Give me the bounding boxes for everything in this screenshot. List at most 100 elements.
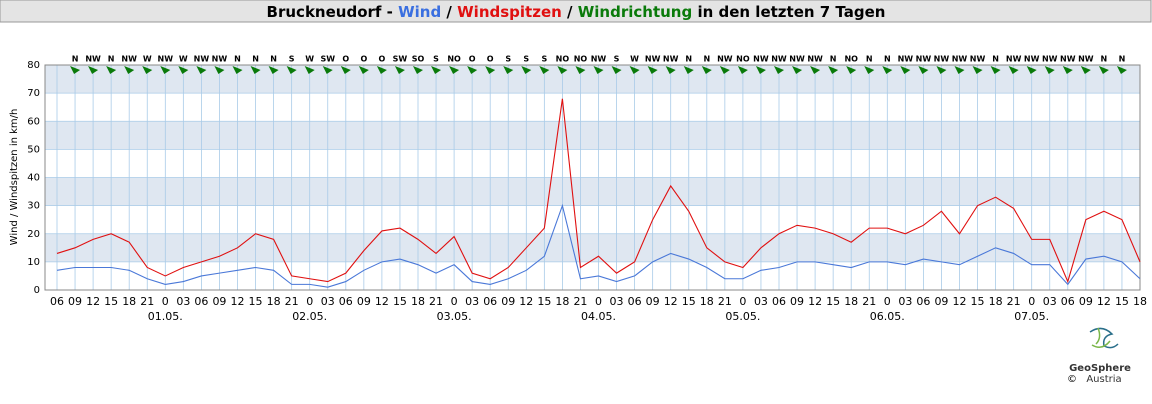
direction-label: NW [970,55,986,64]
copyright: © [1067,374,1077,385]
direction-label: NW [1078,55,1094,64]
x-tick-label: 0 [162,295,169,308]
direction-label: NW [1060,55,1076,64]
date-label: 07.05. [1014,310,1049,323]
title-part: Bruckneudorf - [267,3,399,21]
x-tick-label: 0 [595,295,602,308]
direction-label: NW [771,55,787,64]
direction-label: NW [789,55,805,64]
x-tick-label: 06 [194,295,208,308]
y-tick-label: 80 [27,60,40,71]
direction-label: NW [952,55,968,64]
x-tick-label: 12 [1097,295,1111,308]
direction-label: NW [645,55,661,64]
direction-label: N [1101,55,1108,64]
direction-label: NW [85,55,101,64]
series-line [56,203,1141,288]
direction-arrow [449,66,460,74]
x-tick-label: 15 [249,295,263,308]
direction-label: NW [212,55,228,64]
title-part: / [441,3,457,21]
x-tick-label: 09 [934,295,948,308]
direction-arrow [214,66,225,74]
date-label: 05.05. [725,310,760,323]
direction-arrow [990,66,1001,74]
x-tick-label: 03 [898,295,912,308]
direction-arrow [142,66,153,74]
date-label: 06.05. [870,310,905,323]
x-tick-label: 18 [1133,295,1147,308]
x-tick-label: 03 [176,295,190,308]
direction-arrow [160,66,171,74]
x-tick-label: 06 [483,295,497,308]
direction-arrow [467,66,478,74]
x-tick-label: 06 [772,295,786,308]
x-tick-label: 0 [739,295,746,308]
direction-label: S [505,55,511,64]
x-tick-label: 15 [826,295,840,308]
x-tick-label: 15 [104,295,118,308]
x-tick-label: 15 [537,295,551,308]
direction-arrow [1044,66,1055,74]
direction-arrow [413,66,423,74]
direction-label: S [433,55,439,64]
date-label: 01.05. [148,310,183,323]
x-tick-label: 18 [989,295,1003,308]
direction-arrow [376,66,387,74]
x-tick-label: 18 [700,295,714,308]
direction-arrow [539,66,550,74]
title-part: in den letzten 7 Tagen [692,3,885,21]
x-tick-label: 09 [68,295,82,308]
direction-arrow [1098,66,1109,74]
series-line [56,98,1141,284]
x-tick-label: 03 [754,295,768,308]
direction-arrow [972,66,983,74]
direction-arrow [340,66,351,74]
direction-arrow [1080,66,1091,74]
direction-arrow [647,66,658,74]
x-tick-label: 21 [285,295,299,308]
direction-arrow [900,66,911,74]
direction-arrow [1116,66,1127,74]
direction-label: N [830,55,837,64]
direction-label: O [469,55,476,64]
direction-label: S [523,55,529,64]
direction-arrow [88,66,99,74]
date-label: 03.05. [437,310,472,323]
direction-label: NO [574,55,588,64]
direction-arrow [485,66,496,74]
y-tick-label: 0 [34,285,40,296]
grid-band [45,177,1140,206]
x-tick-label: 09 [212,295,226,308]
direction-label: NW [158,55,174,64]
grid-band [45,233,1140,262]
y-axis-label: Wind / Windspitzen in km/h [9,109,20,246]
direction-label: S [541,55,547,64]
direction-label: N [270,55,277,64]
direction-label: O [360,55,367,64]
direction-arrow [846,66,857,74]
x-tick-label: 15 [971,295,985,308]
direction-label: O [342,55,349,64]
direction-arrow [196,66,207,74]
x-tick-label: 21 [718,295,732,308]
direction-label: NO [556,55,570,64]
direction-label: N [866,55,873,64]
x-tick-label: 12 [375,295,389,308]
direction-arrow [178,66,189,74]
direction-label: NW [1042,55,1058,64]
direction-arrow [936,66,947,74]
direction-arrow [250,66,261,74]
title-part: Windrichtung [578,3,692,21]
direction-label: NW [916,55,932,64]
direction-label: N [703,55,710,64]
direction-label: NW [591,55,607,64]
direction-arrow [828,66,839,74]
direction-arrow [918,66,929,74]
x-tick-label: 09 [357,295,371,308]
direction-label: NW [194,55,210,64]
x-tick-label: 06 [628,295,642,308]
direction-arrow [268,66,279,74]
direction-label: O [378,55,385,64]
direction-arrow [774,66,784,74]
